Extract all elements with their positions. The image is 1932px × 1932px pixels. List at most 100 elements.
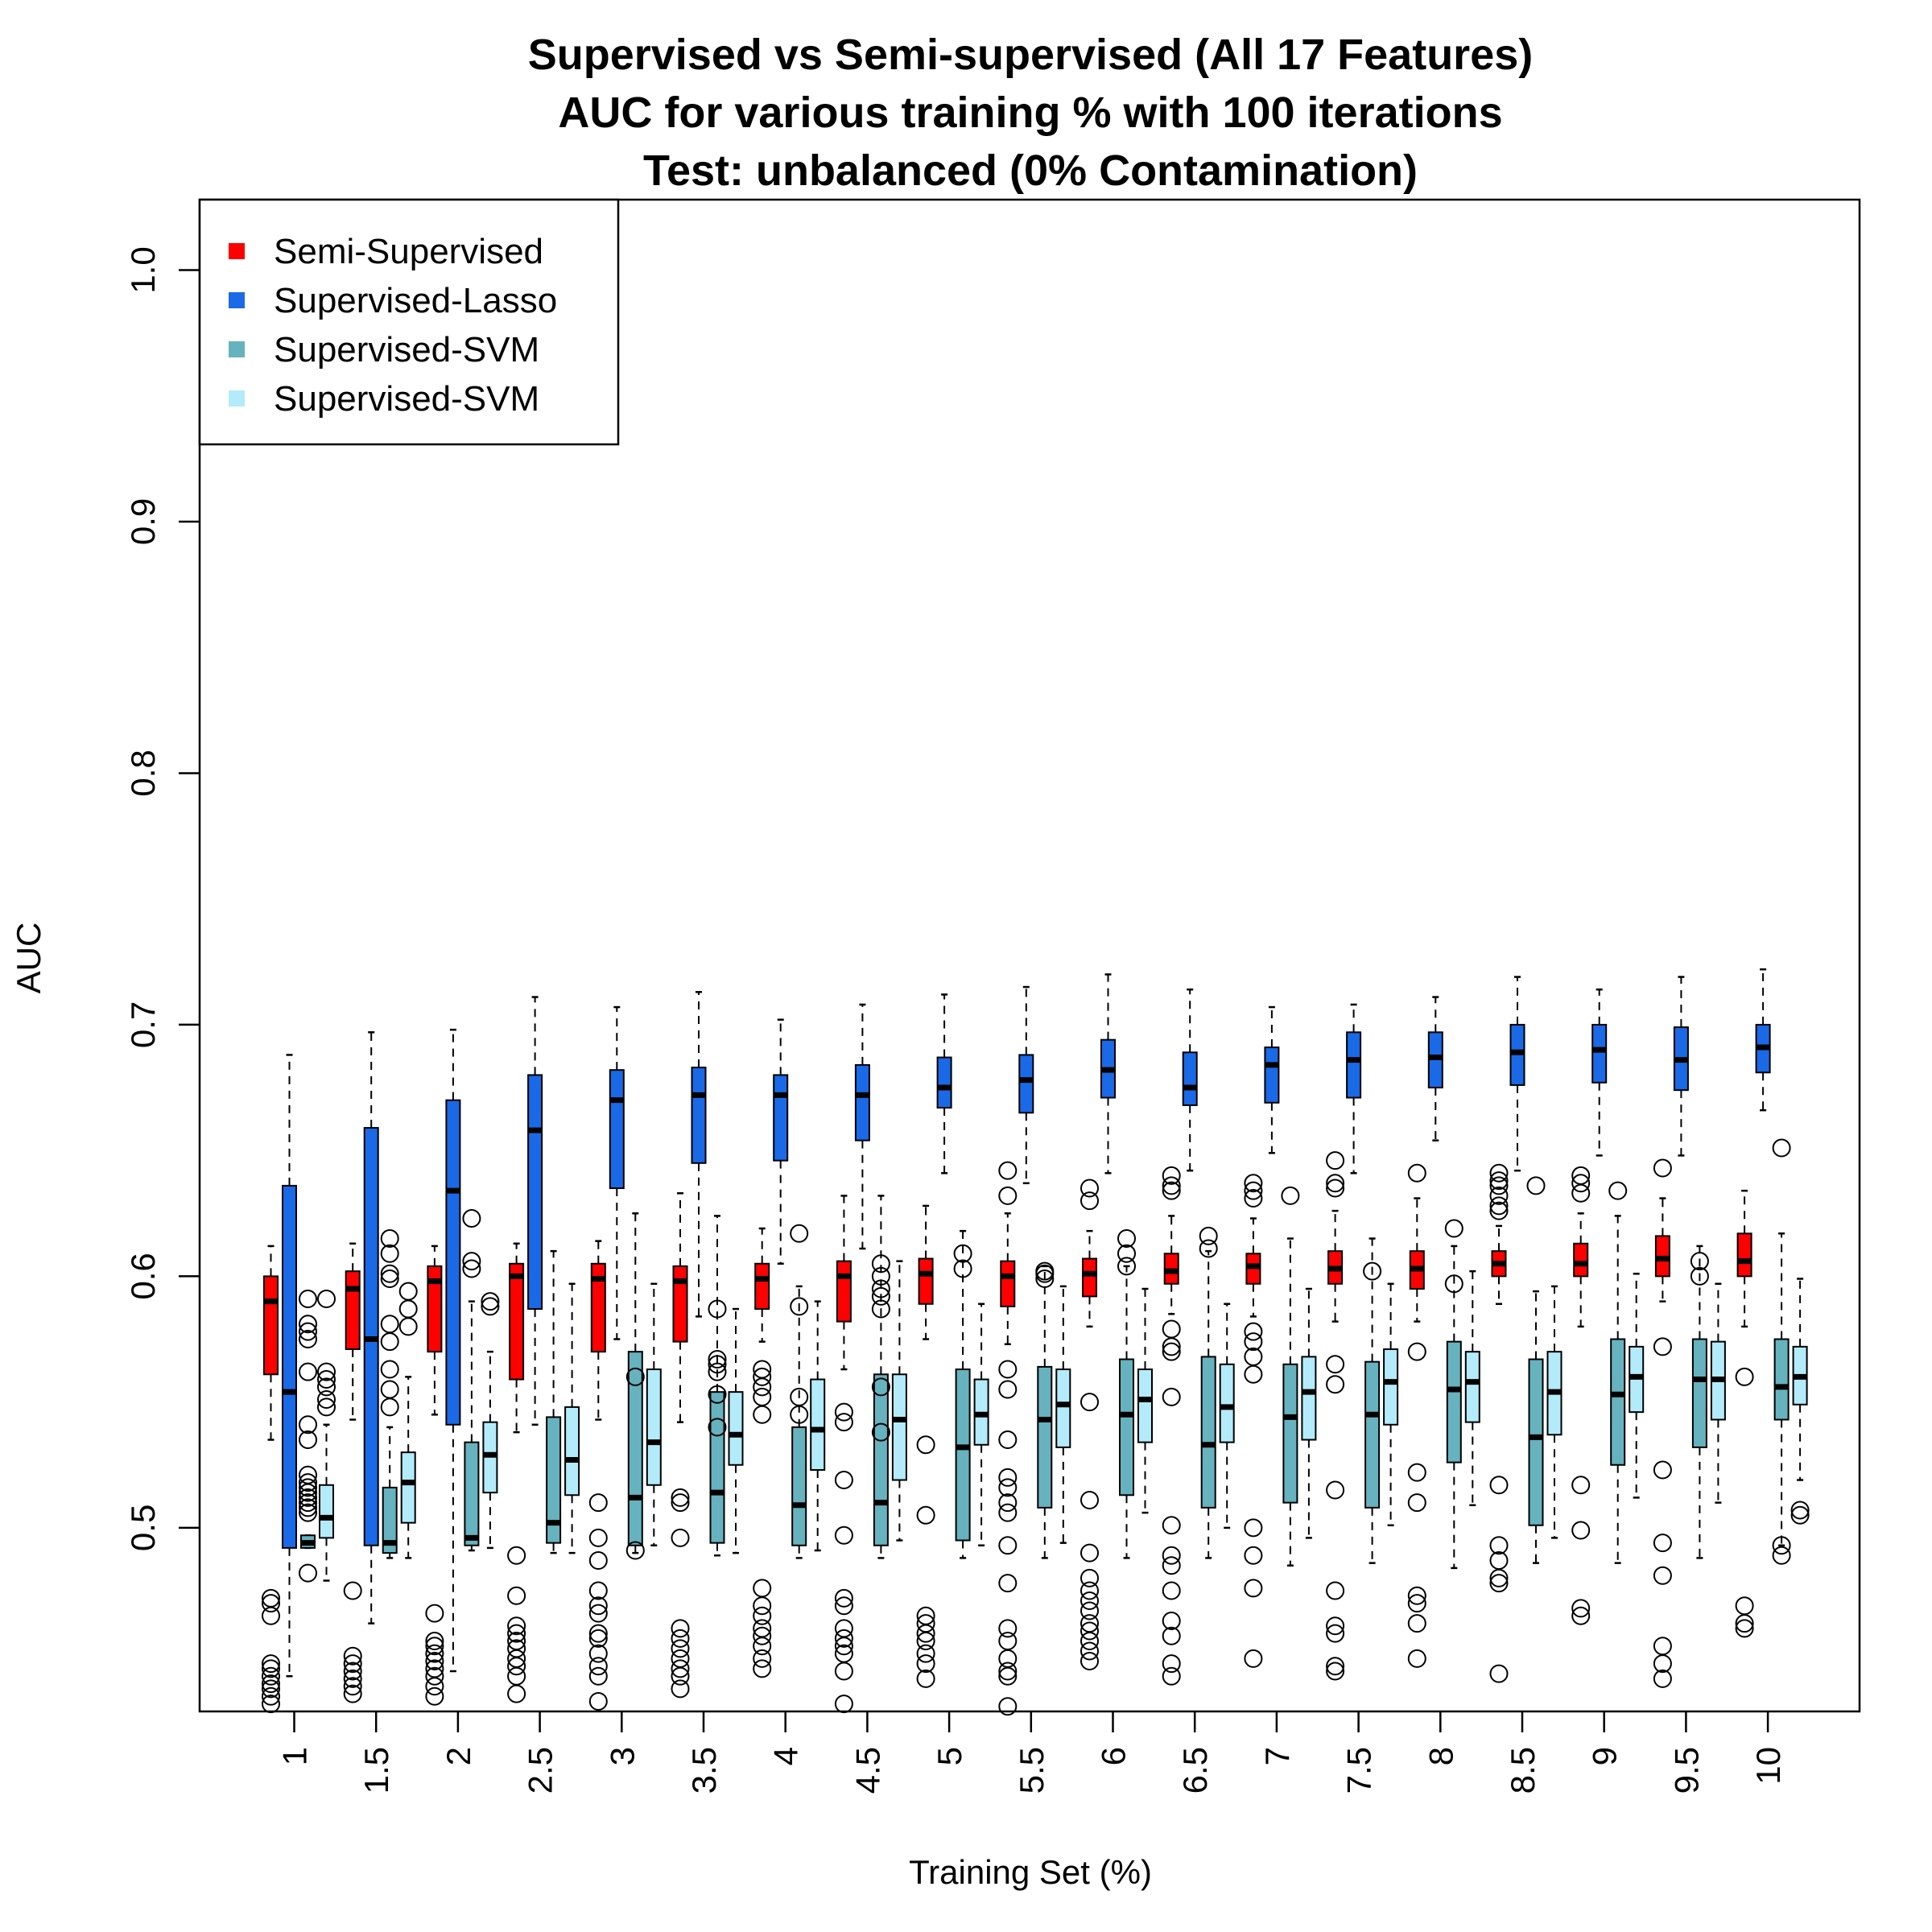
box-3-13 [1281,1186,1300,1567]
outlier-point [953,1244,972,1263]
outlier-point [1735,1619,1754,1638]
box-iqr [873,1373,889,1546]
outlier-point [834,1588,853,1608]
box-1-6 [671,1192,690,1699]
box-2-1 [282,1054,297,1678]
outlier-point [998,1574,1018,1593]
outlier-point [1162,1654,1181,1674]
outlier-point [1772,1546,1791,1565]
outlier-point [380,1332,399,1352]
box-3-3 [462,1209,481,1552]
outlier-point [1407,1614,1426,1633]
outlier-point [588,1528,608,1547]
outlier-point [1035,1264,1055,1283]
outlier-point [1407,1493,1426,1513]
outlier-point [1244,1649,1263,1668]
outlier-point [998,1380,1018,1399]
box-iqr [609,1069,625,1190]
outlier-point [871,1254,890,1274]
outlier-point [1407,1163,1426,1183]
box-iqr [1773,1338,1790,1421]
y-tick-label: 0.7 [124,1001,162,1048]
box-3-9 [953,1229,972,1559]
box-4-1 [317,1290,336,1582]
box-2-19 [1755,968,1771,1112]
box-iqr [1282,1363,1298,1504]
outlier-point [1489,1196,1509,1216]
outlier-point [380,1360,399,1379]
outlier-point [671,1493,690,1513]
box-iqr [936,1056,952,1109]
y-tick-label: 0.9 [124,498,162,545]
box-3-1 [299,1290,317,1583]
box-4-13 [1301,1287,1317,1539]
outlier-point [1162,1181,1181,1200]
outlier-point [380,1397,399,1417]
box-2-12 [1182,988,1198,1172]
outlier-point [1772,1138,1791,1158]
outlier-point [1117,1244,1136,1263]
box-3-4 [546,1249,562,1554]
outlier-point [343,1646,362,1666]
outlier-point [1407,1463,1426,1482]
box-2-2 [363,1031,379,1624]
outlier-point [262,1686,280,1706]
box-1-19 [1735,1189,1754,1638]
outlier-point [299,1563,317,1583]
box-iqr [382,1486,398,1554]
outlier-point [588,1644,608,1663]
outlier-point [1735,1614,1754,1633]
outlier-point [1653,1337,1672,1356]
box-iqr [1591,1023,1608,1084]
outlier-point [507,1657,526,1676]
outlier-point [299,1330,317,1349]
box-iqr [1528,1358,1544,1526]
outlier-point [1690,1266,1709,1286]
x-axis-label: Training Set (%) [909,1853,1152,1891]
box-3-11 [1117,1229,1136,1559]
box-iqr [1082,1257,1097,1298]
box-iqr [854,1063,870,1141]
box-iqr [1219,1363,1235,1443]
box-2-3 [445,1028,461,1673]
outlier-point [588,1581,608,1600]
outlier-point [380,1264,399,1283]
outlier-point [1080,1568,1099,1587]
outlier-point [790,1405,809,1424]
box-3-12 [1199,1226,1218,1559]
box-iqr [810,1378,826,1472]
outlier-point [299,1488,317,1507]
box-iqr [400,1451,416,1524]
box-2-4 [527,996,543,1426]
outlier-point [708,1350,727,1369]
box-iqr [319,1484,334,1539]
box-3-17 [1608,1181,1628,1564]
outlier-point [1489,1171,1509,1191]
outlier-point [588,1692,608,1711]
box-iqr [263,1275,279,1376]
outlier-point [1571,1599,1591,1618]
box-4-6 [728,1307,744,1554]
box-iqr [891,1373,907,1481]
outlier-point [317,1290,336,1309]
legend-swatch [229,390,245,407]
box-4-7 [810,1300,826,1552]
box-3-6 [708,1215,727,1557]
outlier-point [1571,1521,1591,1540]
outlier-point [1489,1574,1509,1593]
outlier-point [708,1418,727,1437]
outlier-point [998,1360,1018,1379]
outlier-point [1080,1621,1099,1641]
outlier-point [790,1297,809,1316]
box-iqr [1446,1340,1462,1463]
outlier-point [916,1624,935,1643]
box-1-16 [1489,1163,1509,1683]
outlier-point [1489,1568,1509,1587]
outlier-point [871,1286,890,1306]
box-iqr [1055,1368,1071,1448]
box-1-4 [507,1242,526,1703]
box-3-8 [871,1195,890,1559]
box-4-16 [1546,1285,1563,1539]
outlier-point [1080,1191,1099,1211]
x-tick-label: 10 [1749,1747,1787,1785]
